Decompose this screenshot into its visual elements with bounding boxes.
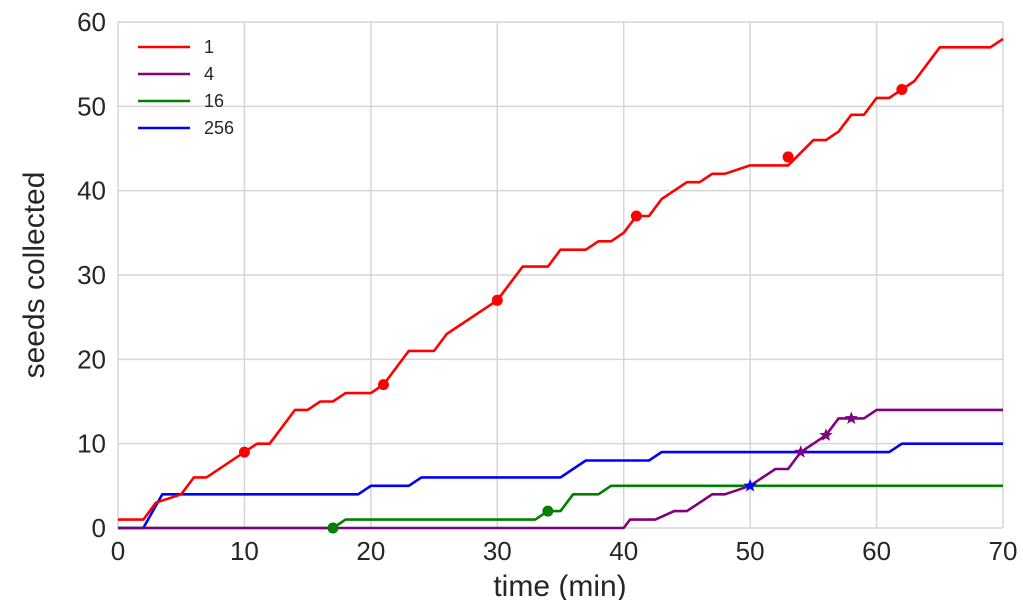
- y-tick-label: 10: [77, 429, 106, 459]
- marker-16: [327, 522, 339, 534]
- y-tick-label: 50: [77, 91, 106, 121]
- marker-16: [542, 505, 554, 517]
- y-axis-label: seeds collected: [18, 172, 51, 379]
- marker-1: [238, 446, 250, 458]
- series-line-1: [118, 37, 1004, 521]
- marker-256: [743, 478, 757, 492]
- x-tick-label: 20: [356, 536, 385, 566]
- marker-1: [491, 294, 503, 306]
- x-tick-label: 60: [862, 536, 891, 566]
- y-tick-label: 40: [77, 176, 106, 206]
- x-tick-label: 30: [483, 536, 512, 566]
- legend-label-1: 1: [204, 37, 214, 57]
- x-tick-label: 0: [111, 536, 125, 566]
- marker-4: [794, 445, 808, 458]
- x-axis-label: time (min): [493, 570, 626, 600]
- x-axis-ticks: 0 10 20 30 40 50 60 70: [111, 536, 1018, 566]
- legend-label-16: 16: [204, 91, 224, 111]
- x-tick-label: 70: [989, 536, 1018, 566]
- y-tick-label: 0: [92, 513, 106, 543]
- marker-4: [844, 411, 858, 424]
- x-tick-label: 10: [230, 536, 259, 566]
- marker-4: [819, 428, 833, 441]
- marker-1: [896, 83, 908, 95]
- legend-label-256: 256: [204, 118, 234, 138]
- y-tick-label: 60: [77, 7, 106, 37]
- y-tick-label: 20: [77, 344, 106, 374]
- y-tick-label: 30: [77, 260, 106, 290]
- marker-1: [378, 379, 389, 391]
- marker-1: [782, 151, 794, 163]
- series-line-256: [118, 442, 1003, 530]
- legend-label-4: 4: [204, 64, 214, 84]
- y-axis-ticks: 0 10 20 30 40 50 60: [77, 7, 106, 543]
- series-line-16: [118, 484, 1003, 530]
- x-tick-label: 40: [609, 536, 638, 566]
- marker-1: [630, 210, 642, 222]
- legend: 1 4 16 256: [138, 37, 234, 138]
- x-tick-label: 50: [736, 536, 765, 566]
- series-markers: [238, 83, 908, 534]
